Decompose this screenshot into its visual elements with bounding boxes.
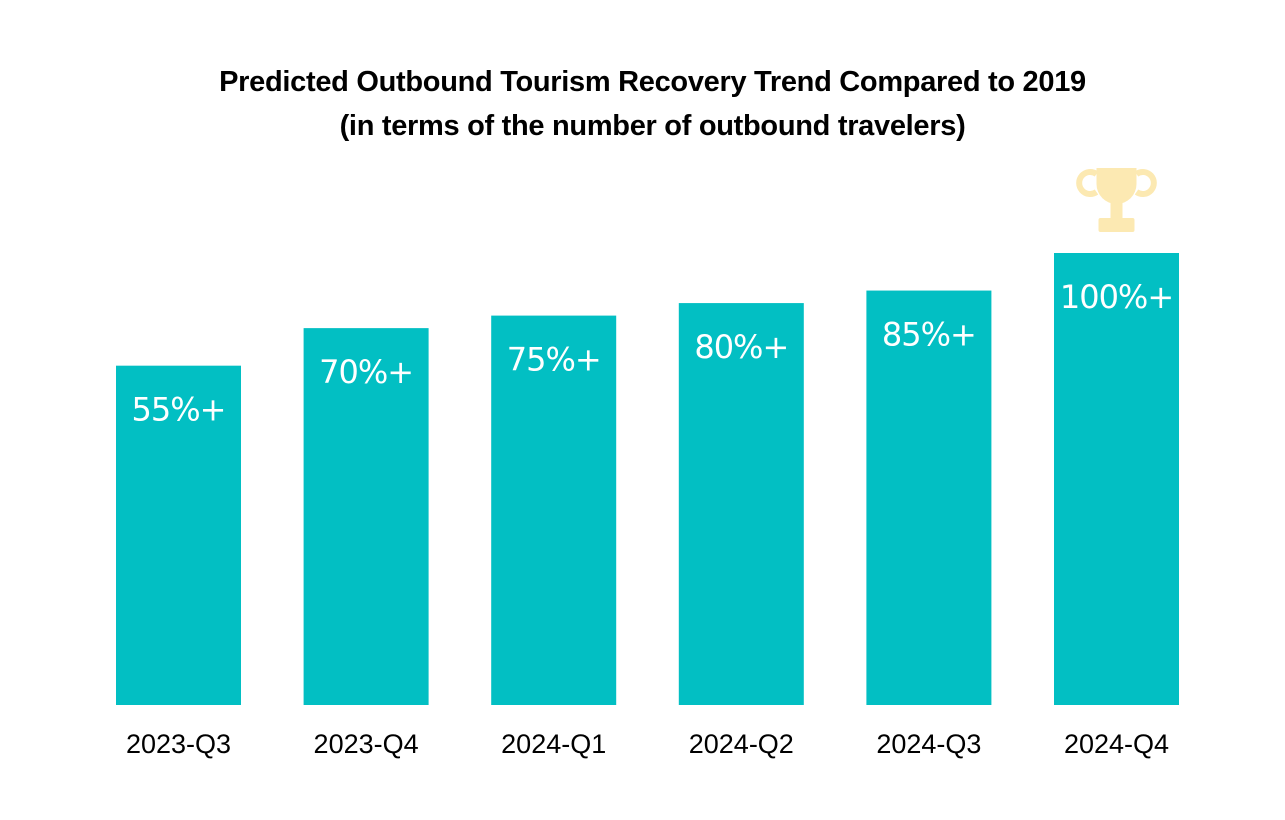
category-label: 2024-Q1 <box>501 729 606 759</box>
data-label: 70%+ <box>319 353 413 391</box>
data-label: 85%+ <box>882 316 976 354</box>
chart-subtitle: (in terms of the number of outbound trav… <box>339 110 966 142</box>
bar-2023-Q4 <box>303 328 429 705</box>
category-label: 2024-Q2 <box>689 729 794 759</box>
data-label: 75%+ <box>507 341 601 379</box>
category-label: 2023-Q4 <box>314 729 419 759</box>
trophy-icon <box>1076 168 1157 232</box>
data-label: 55%+ <box>132 391 226 429</box>
bar-2024-Q4 <box>1054 253 1179 705</box>
category-label: 2024-Q4 <box>1064 729 1169 759</box>
category-label: 2024-Q3 <box>876 729 981 759</box>
data-label: 80%+ <box>694 328 788 366</box>
trophy-base <box>1098 218 1135 232</box>
bar-2024-Q2 <box>678 303 804 705</box>
bars-group: 55%+ 2023-Q3 70%+ 2023-Q4 75%+ 2024-Q1 80%+ 202… <box>116 253 1179 759</box>
chart-title: Predicted Outbound Tourism Recovery Tren… <box>219 66 1086 98</box>
bar-2023-Q3 <box>116 365 241 705</box>
bar-2024-Q1 <box>491 315 617 705</box>
trophy-stem <box>1110 202 1123 220</box>
category-label: 2023-Q3 <box>126 729 231 759</box>
trophy-handles <box>1076 169 1157 197</box>
bar-2024-Q3 <box>866 290 992 705</box>
trophy-cup <box>1096 168 1137 204</box>
data-label: 100%+ <box>1060 278 1173 316</box>
